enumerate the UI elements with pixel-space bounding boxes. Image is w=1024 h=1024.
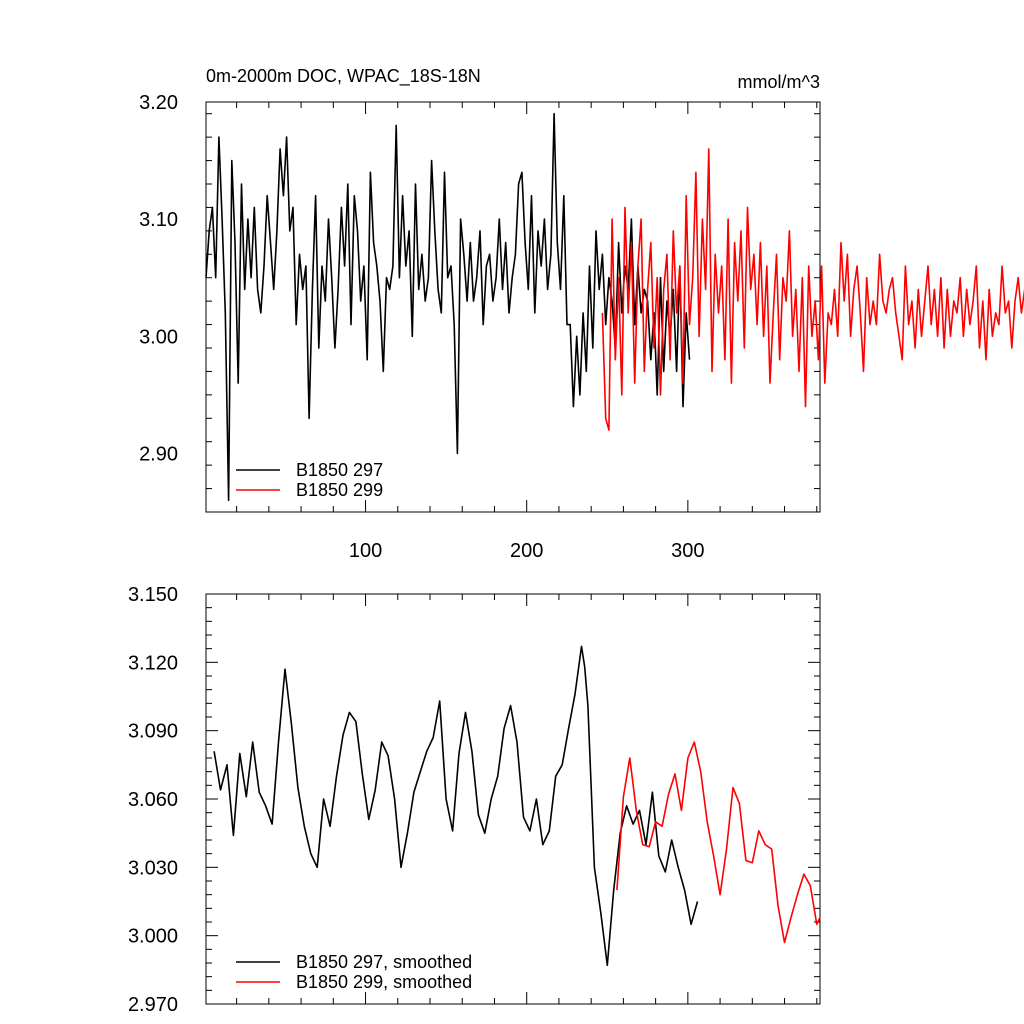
legend-label: B1850 297, smoothed [296, 952, 472, 972]
series-layer [205, 112, 1024, 502]
y-tick-label: 3.120 [128, 652, 178, 674]
series-line-2 [616, 741, 821, 944]
panel-top-raw-doc: 0m-2000m DOC, WPAC_18S-18N mmol/m^3 2.90… [139, 66, 1024, 562]
y-tick-label: 3.00 [139, 326, 178, 348]
x-tick-label: 300 [671, 540, 704, 562]
y-tick-label: 3.000 [128, 926, 178, 948]
legend-label: B1850 297 [296, 460, 383, 480]
axes: 2.90 3.00 3.10 3.20 100 200 300 [139, 92, 821, 562]
series-line-1 [205, 112, 691, 502]
y-tick-label: 2.90 [139, 443, 178, 465]
x-tick-label: 100 [349, 540, 382, 562]
series-line-1 [213, 645, 699, 967]
y-tick-label: 3.060 [128, 789, 178, 811]
chart-title: 0m-2000m DOC, WPAC_18S-18N [206, 66, 481, 87]
y-tick-label: 3.030 [128, 857, 178, 879]
y-tick-label: 3.20 [139, 92, 178, 114]
legend-label: B1850 299 [296, 480, 383, 500]
plot-frame [205, 593, 821, 1005]
chart-units: mmol/m^3 [738, 72, 820, 92]
series-line-2 [601, 148, 1024, 431]
axes: 2.970 3.000 3.030 3.060 3.090 3.120 3.150 [128, 584, 821, 1016]
y-tick-label: 2.970 [128, 994, 178, 1016]
legend-label: B1850 299, smoothed [296, 972, 472, 992]
plot-frame [205, 101, 821, 513]
y-tick-label: 3.090 [128, 721, 178, 743]
series-layer [213, 645, 821, 967]
panel-bottom-smoothed-doc: 2.970 3.000 3.030 3.060 3.090 3.120 3.150 B185… [128, 584, 821, 1016]
y-tick-label: 3.10 [139, 209, 178, 231]
y-tick-label: 3.150 [128, 584, 178, 606]
x-tick-label: 200 [510, 540, 543, 562]
